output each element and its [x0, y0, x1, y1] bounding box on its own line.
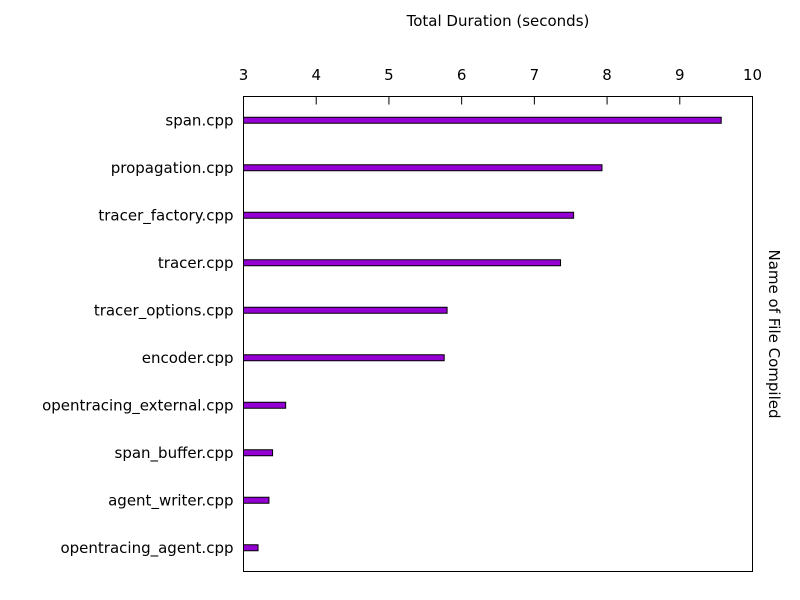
x-tick-label: 10	[743, 66, 762, 84]
category-label: opentracing_agent.cpp	[60, 539, 233, 558]
x-tick-label: 3	[239, 66, 249, 84]
category-label: span.cpp	[165, 111, 233, 129]
bar	[243, 449, 274, 457]
x-tick-label: 6	[457, 66, 467, 84]
bar	[243, 401, 287, 409]
plot-frame	[243, 96, 753, 572]
x-axis-title: Total Duration (seconds)	[406, 12, 590, 30]
bars: span.cpp propagation.cpp tracer_factory.cp…	[42, 111, 722, 558]
category-label: tracer.cpp	[158, 254, 234, 272]
x-tick-label: 4	[311, 66, 321, 84]
category-label: span_buffer.cpp	[115, 444, 234, 463]
x-tick-label: 5	[384, 66, 394, 84]
y-axis-title: Name of File Compiled	[765, 250, 783, 419]
category-label: agent_writer.cpp	[108, 491, 233, 510]
bar	[243, 354, 445, 362]
x-tick-label: 8	[602, 66, 612, 84]
category-label: tracer_factory.cpp	[98, 206, 233, 225]
bar	[243, 306, 448, 314]
bar	[243, 116, 722, 124]
category-label: encoder.cpp	[142, 349, 234, 367]
category-label: propagation.cpp	[111, 159, 234, 177]
x-tick-label: 7	[530, 66, 540, 84]
bar	[243, 259, 562, 267]
category-label: tracer_options.cpp	[94, 301, 234, 320]
bar	[243, 544, 259, 552]
bar	[243, 164, 603, 172]
bar	[243, 496, 270, 504]
x-tick-label: 9	[675, 66, 685, 84]
category-label: opentracing_external.cpp	[42, 396, 233, 415]
x-ticks: 3 4 5 6 7 8 9 10	[239, 66, 762, 105]
bar	[243, 211, 575, 219]
